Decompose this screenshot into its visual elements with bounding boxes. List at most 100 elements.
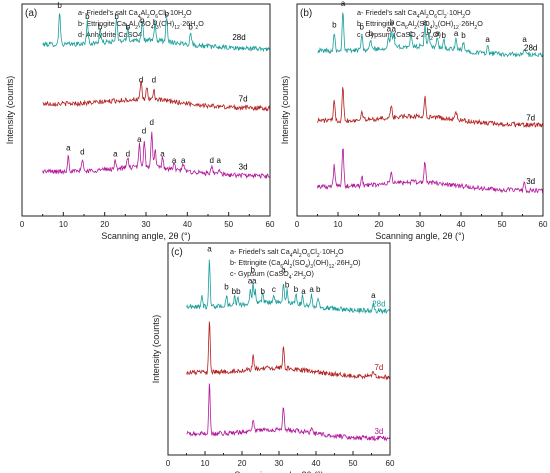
annotation: c xyxy=(272,285,276,294)
x-tick-label: 60 xyxy=(266,220,275,229)
annotation: b xyxy=(360,22,365,31)
legend-name: Ettringite xyxy=(365,19,395,28)
annotation: d xyxy=(80,148,84,157)
formula-text: Ca xyxy=(408,8,417,17)
annotation: a xyxy=(281,266,286,275)
legend-key: a- xyxy=(357,8,365,17)
series-7d xyxy=(42,80,270,112)
annotation: a xyxy=(160,150,165,159)
legend-entry: b- Ettringite Ca6Al2(SO4)3(OH)12·26H2O xyxy=(357,19,483,31)
formula-text: Cl xyxy=(158,8,165,17)
formula-text: Ca xyxy=(117,19,126,28)
legend-entry: a- Friedel's salt Ca4Al2O6Cl2·10H2O xyxy=(230,247,344,259)
formula-subscript: 2 xyxy=(303,275,306,281)
legend-name: Ettringite xyxy=(86,19,116,28)
formula-text: (SO xyxy=(417,19,430,28)
x-tick-label: 30 xyxy=(416,220,425,229)
annotation: b xyxy=(427,27,432,36)
annotation: b xyxy=(390,18,395,27)
x-tick-label: 10 xyxy=(334,220,343,229)
formula-subscript: 2 xyxy=(299,253,302,259)
annotation: a xyxy=(341,0,346,8)
annotation: b xyxy=(57,1,62,10)
legend-name: Gypsum xyxy=(365,30,394,39)
series-3d xyxy=(186,383,390,442)
annotation: 28d xyxy=(372,300,385,309)
formula-subscript: 2 xyxy=(414,25,417,31)
annotation: b xyxy=(251,266,256,275)
formula-text: (CaSO xyxy=(394,30,416,39)
formula-subscript: 2 xyxy=(444,14,447,20)
legend-key: a- xyxy=(78,8,86,17)
panel-label: (a) xyxy=(25,8,37,19)
formula-text: (SO xyxy=(292,258,305,267)
x-tick-label: 20 xyxy=(100,220,109,229)
formula-subscript: 6 xyxy=(307,253,310,259)
x-tick-label: 40 xyxy=(457,220,466,229)
legend-name: Friedel's salt xyxy=(365,8,407,17)
panel-c: 0 10 20 30 40 50 60 Scanning angle, 2θ (°) Inten… xyxy=(151,242,395,473)
annotation: a xyxy=(172,156,177,165)
formula-subscript: 3 xyxy=(435,25,438,31)
formula-subscript: 4 xyxy=(289,275,292,281)
series-7d xyxy=(186,321,390,381)
formula-text: Ca xyxy=(396,19,405,28)
annotation: a xyxy=(454,29,459,38)
formula-text: (Ca xyxy=(269,258,281,267)
annotation: 3d xyxy=(374,427,383,436)
formula-text: ·10H xyxy=(447,8,463,17)
series-3d xyxy=(42,131,270,180)
x-tick-label: 40 xyxy=(312,459,321,468)
annotation: a xyxy=(522,35,527,44)
formula-text: (OH) xyxy=(159,19,175,28)
formula-text: Ca xyxy=(281,247,290,256)
formula-text: Al xyxy=(129,19,136,28)
x-tick-label: 50 xyxy=(498,220,507,229)
formula-subscript: 6 xyxy=(155,14,158,20)
formula-subscript: 6 xyxy=(280,264,283,270)
formula-subscript: 4 xyxy=(417,14,420,20)
formula-text: ·26H xyxy=(334,258,350,267)
formula-subscript: 6 xyxy=(405,25,408,31)
formula-text: Al xyxy=(141,8,148,17)
formula-text: O xyxy=(198,19,204,28)
x-tick-label: 0 xyxy=(20,220,25,229)
annotation: b xyxy=(85,12,90,21)
x-tick-label: 0 xyxy=(295,220,300,229)
legend-name: Friedel's salt xyxy=(238,247,280,256)
legend-name: Gypsum xyxy=(238,269,267,278)
annotation: b xyxy=(114,12,119,21)
formula-text: O xyxy=(465,8,471,17)
formula-subscript: 2 xyxy=(290,264,293,270)
annotation: b xyxy=(164,10,169,19)
formula-text: Cl xyxy=(437,8,444,17)
formula-subscript: 2 xyxy=(317,253,320,259)
formula-subscript: 4 xyxy=(138,14,141,20)
series-28d xyxy=(42,13,270,53)
formula-subscript: 2 xyxy=(462,14,465,20)
legend-entry: a- Friedel's salt Ca4Al2O6Cl2·10H2O xyxy=(78,8,192,20)
formula-text: ) xyxy=(308,258,310,267)
formula-text: Al xyxy=(283,258,290,267)
legend-key: c- xyxy=(230,269,238,278)
legend-entry: d- Anhydrite CaSO4 xyxy=(78,30,142,39)
x-tick-label: 20 xyxy=(375,220,384,229)
y-axis-label: Intensity (counts) xyxy=(280,76,290,145)
legend-entry: a- Friedel's salt Ca4Al2O6Cl2·10H2O xyxy=(357,8,471,20)
annotation: a xyxy=(435,29,440,38)
formula-subscript: 4 xyxy=(430,25,433,31)
x-axis-label: Scanning angle, 2θ (°) xyxy=(234,470,323,473)
formula-text: Al xyxy=(420,8,427,17)
annotation: b xyxy=(153,18,158,27)
legend-key: a- xyxy=(230,247,238,256)
x-tick-label: 60 xyxy=(539,220,548,229)
annotation: d xyxy=(209,156,213,165)
annotation: 28d xyxy=(524,44,537,53)
legend-entry: b- Ettringite (Ca6Al2(SO4)3(OH)12·26H2O) xyxy=(230,258,361,270)
formula-text: ) xyxy=(433,19,435,28)
formula-subscript: 4 xyxy=(416,36,419,42)
annotation: b xyxy=(316,285,321,294)
x-tick-label: 10 xyxy=(201,459,210,468)
annotation: a xyxy=(252,276,257,285)
formula-text: O) xyxy=(353,258,361,267)
